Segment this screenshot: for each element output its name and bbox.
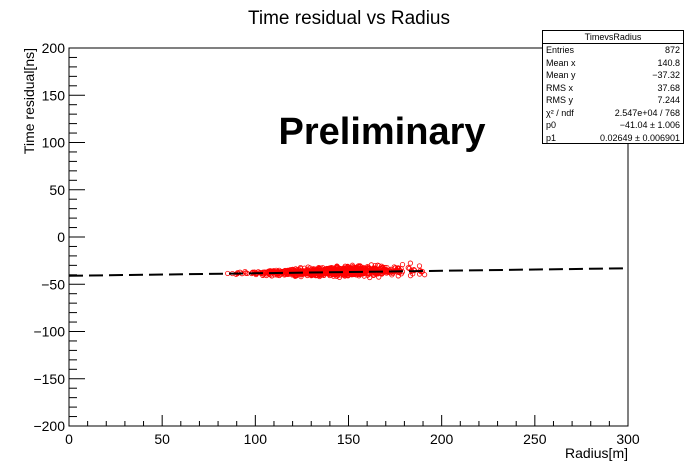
stats-label: RMS y (546, 95, 573, 105)
x-tick-label: 200 (430, 431, 454, 447)
axis-ticks: 0 50 100 150 200 250 300 −200 −150 −100 −50 0 50 100 1… (33, 40, 639, 447)
stats-row-p1: p1 0.02649 ± 0.006901 (543, 132, 683, 145)
y-tick-label: 100 (42, 135, 66, 151)
fit-line-group (68, 267, 629, 277)
stats-label: RMS x (546, 82, 573, 93)
x-tick-label: 300 (616, 431, 640, 447)
stats-row-p0: p0 −41.04 ± 1.006 (543, 119, 683, 132)
scatter-point (389, 272, 395, 278)
scatter-point (297, 265, 304, 271)
scatter-point (285, 267, 291, 273)
stats-value: −41.04 ± 1.006 (619, 120, 680, 130)
scatter-point (345, 273, 351, 279)
scatter-point (395, 273, 401, 279)
fit-line (68, 267, 629, 277)
x-tick-label: 50 (154, 431, 170, 447)
x-tick-label: 250 (523, 431, 547, 447)
scatter-point (354, 270, 360, 276)
y-tick-label: 150 (42, 87, 66, 103)
stats-label: p1 (546, 132, 557, 143)
stats-value: 2.547e+04 / 768 (614, 107, 680, 118)
stats-label: p0 (546, 120, 557, 130)
x-tick-label: 150 (337, 431, 361, 447)
scatter-point (407, 273, 414, 279)
scatter-point (372, 265, 378, 271)
y-axis-label: Time residual[ns] (21, 48, 37, 154)
scatter-point (293, 266, 299, 272)
scatter-point (340, 265, 346, 272)
y-tick-label: −150 (33, 371, 65, 387)
stats-value: 0.02649 ± 0.006901 (599, 132, 680, 143)
scatter-point (391, 264, 397, 270)
scatter-point (344, 271, 350, 277)
y-tick-label: 0 (57, 229, 65, 245)
preliminary-watermark: Preliminary (279, 111, 486, 153)
y-tick-label: −100 (33, 324, 65, 340)
scatter-point (292, 273, 298, 279)
scatter-point (405, 265, 411, 271)
stats-row-mean-y: Mean y −37.32 (543, 69, 683, 82)
stats-row-rms-x: RMS x 37.68 (543, 82, 683, 95)
stats-row-entries: Entries 872 (543, 44, 683, 57)
stats-label: χ² / ndf (546, 107, 574, 118)
stats-value: 37.68 (657, 82, 680, 93)
x-tick-label: 0 (65, 431, 73, 447)
stats-box-title: TimevsRadius (543, 31, 683, 44)
stats-value: 7.244 (657, 95, 680, 105)
stats-row-rms-y: RMS y 7.244 (543, 94, 683, 107)
scatter-point (341, 266, 347, 273)
y-tick-label: 200 (42, 40, 66, 56)
stats-value: −37.32 (652, 70, 680, 80)
y-tick-label: −50 (41, 276, 65, 292)
y-tick-label: −200 (33, 418, 65, 434)
scatter-point (368, 267, 374, 274)
stats-row-mean-x: Mean x 140.8 (543, 57, 683, 70)
stats-label: Mean y (546, 70, 576, 80)
x-tick-label: 100 (244, 431, 268, 447)
scatter-point (399, 261, 406, 268)
stats-value: 872 (664, 45, 680, 55)
y-tick-label: 50 (49, 182, 65, 198)
chart-title: Time residual vs Radius (248, 8, 450, 29)
scatter-point (392, 265, 398, 271)
stats-value: 140.8 (657, 57, 680, 68)
scatter-point (293, 268, 299, 275)
stats-box: TimevsRadius Entries 872 Mean x 140.8 Mean… (542, 30, 684, 144)
scatter-point (416, 263, 423, 269)
scatter-point (367, 274, 373, 281)
stats-label: Entries (546, 45, 575, 55)
x-axis-label: Radius[m] (565, 445, 628, 461)
scatter-point (407, 260, 414, 266)
stats-label: Mean x (546, 57, 576, 68)
stats-row-chi2: χ² / ndf 2.547e+04 / 768 (543, 107, 683, 120)
data-points (225, 260, 428, 281)
